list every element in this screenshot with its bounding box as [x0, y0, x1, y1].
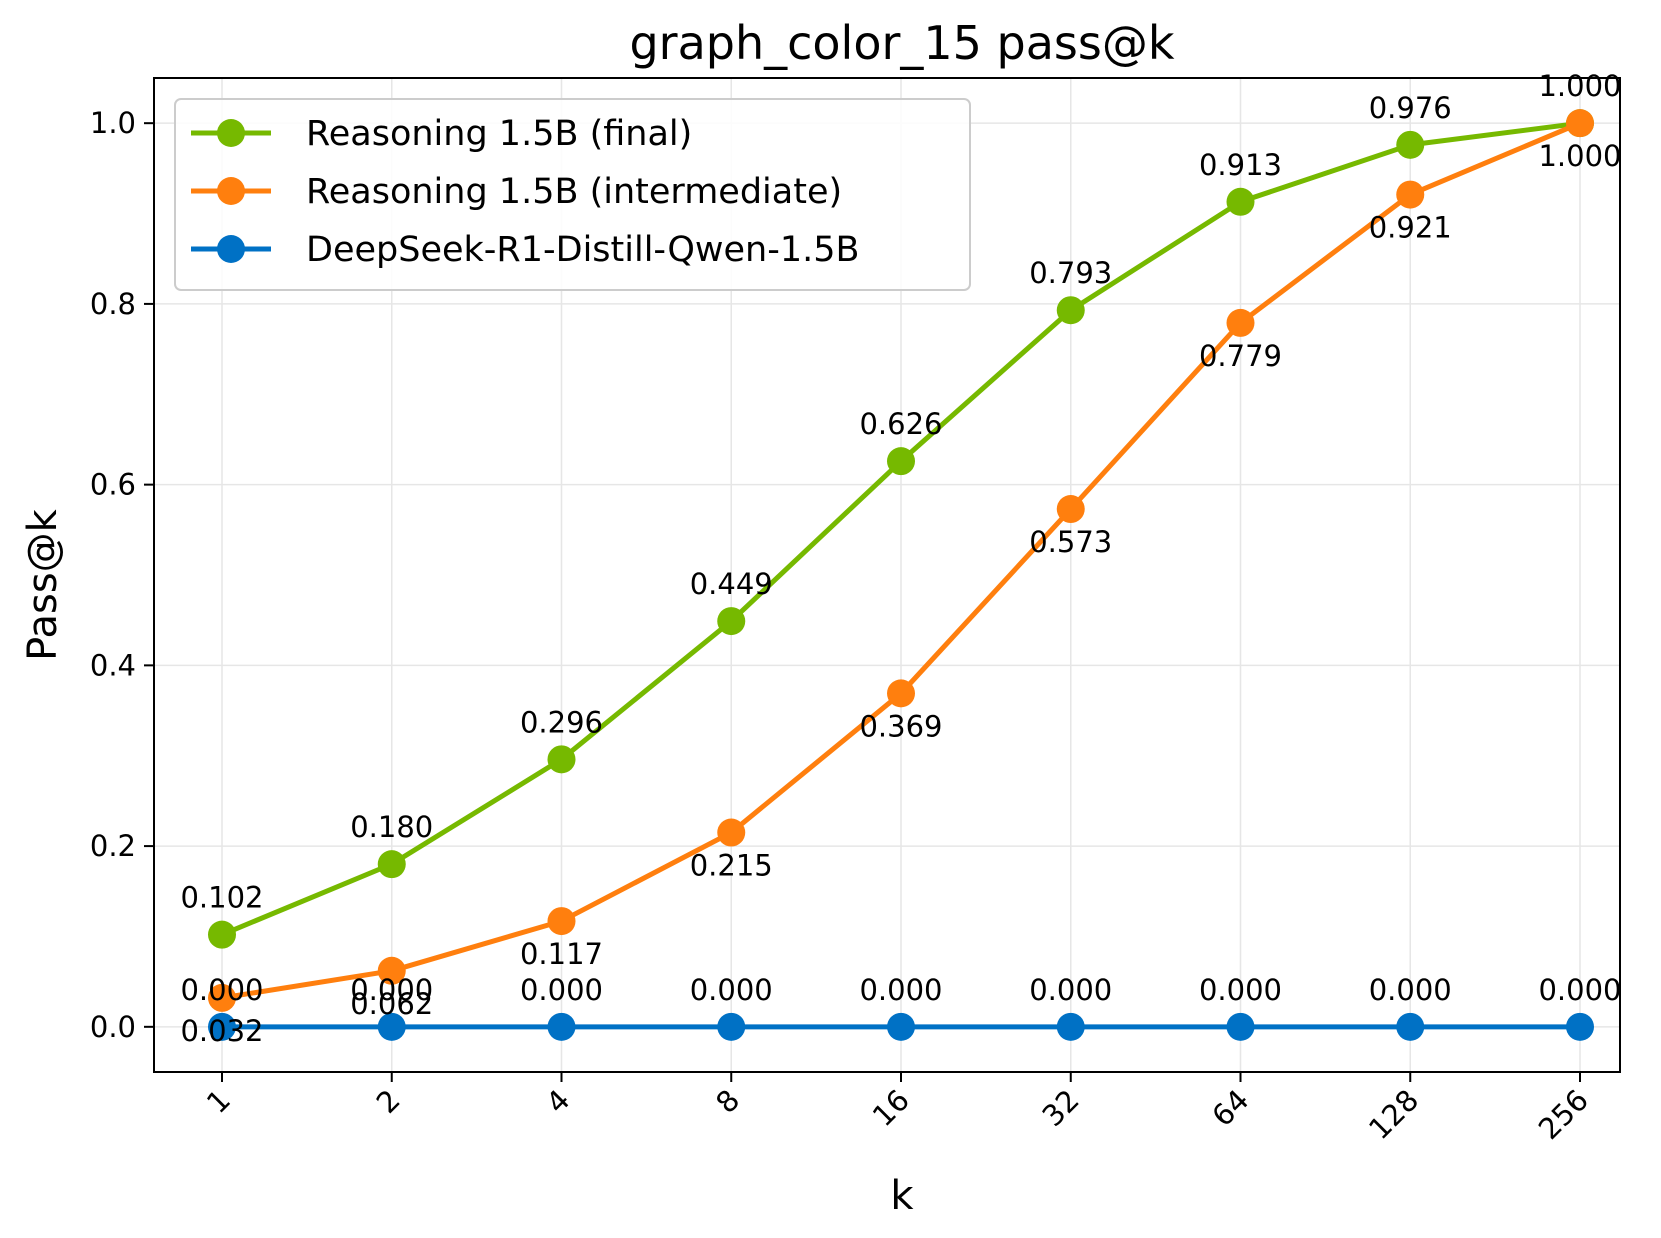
data-label: 0.000	[1369, 973, 1452, 1007]
data-label: 0.913	[1199, 148, 1282, 182]
y-tick-label: 0.4	[90, 648, 136, 682]
data-label: 0.000	[520, 973, 603, 1007]
data-point	[547, 745, 576, 774]
data-label: 1.000	[1538, 69, 1621, 103]
legend-marker	[217, 119, 245, 147]
legend-marker	[217, 177, 245, 205]
data-point	[1056, 1012, 1085, 1041]
data-point	[717, 818, 746, 847]
data-label: 0.921	[1369, 211, 1452, 245]
data-point	[1396, 180, 1425, 209]
data-label: 0.102	[180, 881, 263, 915]
data-label: 0.000	[1538, 973, 1621, 1007]
data-point	[717, 1012, 746, 1041]
data-point	[1226, 187, 1255, 216]
data-point	[547, 1012, 576, 1041]
data-label: 0.117	[520, 937, 603, 971]
data-label: 0.180	[350, 810, 433, 844]
data-point	[1566, 1012, 1594, 1041]
legend-entry-label: DeepSeek-R1-Distill-Qwen-1.5B	[306, 230, 860, 270]
series-1	[208, 109, 1594, 949]
y-tick-label: 0.8	[90, 287, 136, 321]
data-label: 0.062	[350, 987, 433, 1021]
data-point	[717, 607, 746, 636]
data-point	[1566, 109, 1594, 138]
data-point	[1056, 296, 1085, 325]
data-label: 0.000	[859, 973, 942, 1007]
legend-box	[174, 98, 971, 291]
data-point	[887, 1012, 915, 1041]
data-point	[1396, 1012, 1425, 1041]
data-label: 0.215	[690, 849, 773, 883]
y-tick-label: 0.6	[90, 468, 136, 502]
plot-area-frame	[153, 77, 1621, 1073]
y-axis-label: Pass@k	[20, 508, 66, 661]
data-point	[208, 1012, 236, 1041]
data-point	[547, 907, 576, 936]
data-point	[1226, 1012, 1255, 1041]
data-point	[887, 679, 915, 708]
data-point	[377, 956, 406, 985]
data-label: 0.000	[1029, 973, 1112, 1007]
data-label: 0.976	[1369, 91, 1452, 125]
data-labels: 0.102 0.180 0.296 0.449 0.626 0.793 0.913 0.976…	[180, 69, 1621, 1048]
data-label: 0.793	[1029, 256, 1112, 290]
data-label: 0.369	[859, 709, 942, 743]
series-layer	[208, 109, 1594, 1041]
data-point	[377, 850, 406, 879]
data-label: 0.779	[1199, 339, 1282, 373]
y-tick-label: 0.0	[90, 1010, 136, 1044]
data-label: 0.032	[180, 1014, 263, 1048]
legend-marker	[217, 235, 245, 263]
data-label: 0.000	[350, 973, 433, 1007]
data-label: 0.296	[520, 705, 603, 739]
legend-entry-label: Reasoning 1.5B (intermediate)	[306, 172, 842, 212]
y-tick-label: 1.0	[90, 106, 136, 140]
data-label: 0.000	[690, 973, 773, 1007]
data-point	[208, 983, 236, 1012]
data-label: 0.573	[1029, 525, 1112, 559]
data-point	[1056, 495, 1085, 524]
data-label: 0.000	[1199, 973, 1282, 1007]
legend-entry-label: Reasoning 1.5B (final)	[306, 114, 692, 154]
chart-title: graph_color_15 pass@k	[629, 16, 1174, 70]
data-label: 0.449	[690, 567, 773, 601]
legend: Reasoning 1.5B (final) Reasoning 1.5B (in…	[174, 98, 971, 291]
data-point	[377, 1012, 406, 1041]
y-tick-label: 0.2	[90, 829, 136, 863]
series-2	[208, 109, 1594, 1012]
x-axis-label: k	[890, 1173, 914, 1219]
data-point	[208, 920, 236, 949]
data-label: 0.626	[859, 407, 942, 441]
data-label: 0.000	[180, 973, 263, 1007]
data-point	[887, 447, 915, 476]
data-label: 1.000	[1538, 139, 1621, 173]
series-3	[208, 1012, 1594, 1041]
data-point	[1396, 130, 1425, 159]
y-axis-ticks: 0.0 0.2 0.4 0.6 0.8 1.0	[90, 106, 154, 1044]
data-point	[1226, 308, 1255, 337]
